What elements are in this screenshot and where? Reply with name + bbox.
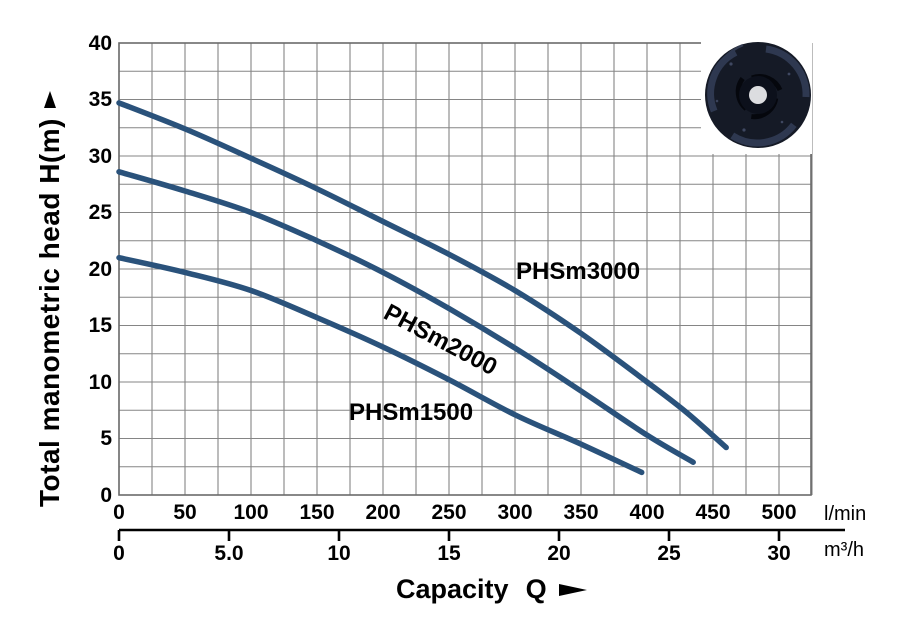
- lmin-tick-label: 0: [113, 501, 125, 524]
- lmin-tick-label: 500: [761, 501, 797, 524]
- m3h-tick-label: 15: [437, 542, 461, 565]
- m3h-tick-label: 0: [113, 542, 125, 565]
- primary-unit-label: l/min: [824, 503, 867, 525]
- y-tick-label: 35: [88, 88, 112, 111]
- curve-phsm3000: [116, 100, 729, 451]
- m3h-tick-label: 25: [657, 542, 681, 565]
- x-axis-title: Capacity Q: [396, 574, 587, 605]
- plot-border: [118, 42, 812, 496]
- m3h-tick-label: 30: [767, 542, 791, 565]
- secondary-unit-label: m³/h: [824, 539, 864, 561]
- y-tick-label: 0: [100, 483, 112, 507]
- lmin-tick-label: 50: [173, 501, 197, 524]
- curves: [116, 100, 729, 476]
- right-arrow-icon: [558, 583, 587, 596]
- lmin-tick-label: 300: [497, 501, 533, 524]
- lmin-tick-label: 200: [365, 501, 401, 524]
- y-tick-label: 25: [88, 201, 112, 224]
- m3h-tick-label: 5.0: [214, 542, 244, 565]
- lmin-tick-label: 100: [233, 501, 269, 524]
- y-tick-label: 20: [88, 257, 112, 281]
- m3h-tick-label: 10: [327, 542, 351, 565]
- x-axis-title-text: Capacity: [396, 574, 509, 604]
- y-tick-label: 5: [100, 427, 112, 450]
- x-axis-symbol: Q: [525, 574, 547, 604]
- impeller-image: [701, 36, 812, 154]
- curve-label-phsm1500: PHSm1500: [349, 399, 474, 426]
- grid: [118, 42, 813, 496]
- up-arrow-icon: [44, 91, 56, 109]
- curve-label-phsm3000: PHSm3000: [516, 258, 641, 285]
- m3h-tick-label: 20: [547, 542, 571, 565]
- y-tick-label: 30: [88, 144, 112, 168]
- curve-phsm2000: [116, 169, 696, 465]
- curve-phsm1500: [116, 254, 645, 476]
- lmin-tick-label: 450: [695, 501, 731, 524]
- y-tick-label: 40: [88, 31, 112, 55]
- y-tick-label: 10: [88, 370, 112, 394]
- lmin-tick-label: 350: [563, 501, 599, 524]
- secondary-axis: [117, 528, 845, 541]
- lmin-tick-label: 250: [431, 501, 467, 524]
- y-tick-label: 15: [88, 314, 112, 337]
- lmin-tick-label: 150: [299, 501, 335, 524]
- lmin-tick-label: 400: [629, 501, 665, 524]
